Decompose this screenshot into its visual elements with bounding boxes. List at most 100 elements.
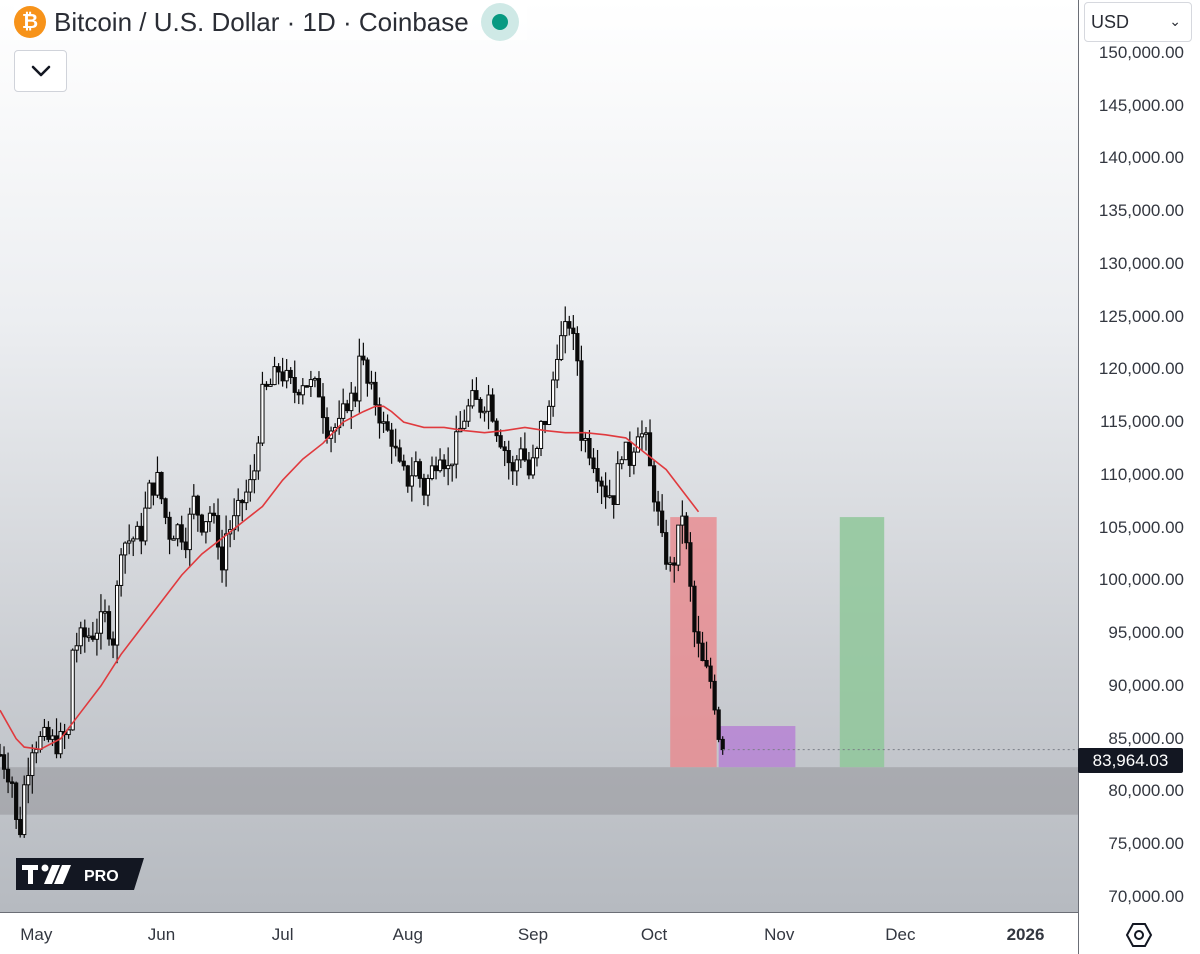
time-tick-label: May xyxy=(20,925,53,944)
candle xyxy=(704,641,709,669)
candle xyxy=(159,471,164,505)
candle-body xyxy=(486,394,491,412)
candle-body xyxy=(345,403,350,412)
time-tick-label: Nov xyxy=(764,925,795,944)
time-axis[interactable]: May Jun Jul Aug Sep Oct Nov Dec 2026 xyxy=(0,912,1078,954)
candle xyxy=(215,498,221,560)
candle-body xyxy=(167,516,172,540)
candle xyxy=(369,370,374,390)
candle xyxy=(551,371,556,417)
candle-body xyxy=(236,499,241,517)
candle xyxy=(199,513,204,536)
candle xyxy=(256,436,261,480)
candle-body xyxy=(119,554,124,586)
candle xyxy=(187,507,192,568)
candle xyxy=(1,746,7,779)
candle-body xyxy=(58,731,63,755)
price-axis[interactable]: 150,000.00 145,000.00 140,000.00 135,000.00… xyxy=(1078,0,1200,954)
candle xyxy=(462,409,467,430)
candle-body xyxy=(385,421,390,431)
candle-body xyxy=(38,735,43,750)
candle xyxy=(70,648,75,731)
candle xyxy=(54,718,59,759)
candle xyxy=(26,757,31,804)
candle xyxy=(555,344,560,389)
candle-body xyxy=(46,726,51,740)
candle-body xyxy=(498,435,503,448)
candle xyxy=(676,524,681,572)
candle xyxy=(223,515,229,587)
chart-plot-area[interactable] xyxy=(0,0,1078,912)
time-tick-label: 2026 xyxy=(1006,925,1045,944)
symbol-legend[interactable]: ₿ Bitcoin / U.S. Dollar · 1D · Coinbase xyxy=(14,3,527,41)
candle-body xyxy=(22,784,27,836)
candle-body xyxy=(401,460,406,467)
candle-body xyxy=(135,525,140,540)
price-tick-label: 80,000.00 xyxy=(1108,781,1184,801)
candle-body xyxy=(223,533,229,571)
candle xyxy=(470,379,475,409)
price-tick-label: 125,000.00 xyxy=(1098,306,1184,326)
candle-body xyxy=(607,495,612,498)
candle xyxy=(421,473,427,506)
candle xyxy=(579,345,584,452)
candle xyxy=(316,371,322,398)
candle-body xyxy=(26,775,31,786)
time-tick-label: Oct xyxy=(640,925,668,944)
candle-body xyxy=(478,398,483,413)
candle xyxy=(684,512,689,550)
candle xyxy=(90,621,95,642)
candle xyxy=(567,315,572,336)
candle-body xyxy=(619,459,624,465)
currency-select[interactable]: USD ⌄ xyxy=(1084,2,1192,42)
candle xyxy=(534,446,540,467)
market-status-icon[interactable] xyxy=(480,3,519,41)
candle-body xyxy=(579,360,584,441)
price-tick-label: 120,000.00 xyxy=(1098,359,1184,379)
symbol-title[interactable]: Bitcoin / U.S. Dollar · 1D · Coinbase xyxy=(54,6,469,37)
candle xyxy=(260,371,265,447)
time-tick-label: Jul xyxy=(271,925,294,944)
candle xyxy=(466,398,471,427)
candle-body xyxy=(490,394,495,422)
tradingview-pro-logo[interactable]: PRO xyxy=(16,858,144,890)
candle-body xyxy=(393,445,398,449)
candle-body xyxy=(587,437,592,459)
candle-body xyxy=(268,384,273,387)
candle-body xyxy=(10,781,15,784)
candle xyxy=(292,360,297,404)
candle xyxy=(409,457,414,502)
candle xyxy=(119,548,124,597)
candle-body xyxy=(90,635,95,640)
candle-body xyxy=(643,432,649,435)
candle-body xyxy=(30,752,35,777)
candle-body xyxy=(203,521,209,533)
candle xyxy=(538,420,544,457)
candle-body xyxy=(559,335,564,360)
price-tick-label: 110,000.00 xyxy=(1100,464,1184,484)
candle-body xyxy=(482,410,487,414)
hexagon-settings-icon[interactable] xyxy=(1124,920,1154,950)
candle-body xyxy=(546,405,552,425)
candle xyxy=(98,594,104,650)
price-chart[interactable] xyxy=(0,0,1078,912)
candle-body xyxy=(538,420,544,449)
candle xyxy=(110,631,116,659)
candle xyxy=(240,499,245,522)
candle-body xyxy=(442,459,447,470)
candle xyxy=(147,479,152,509)
candle xyxy=(494,418,499,442)
candle xyxy=(668,556,673,572)
price-tick-label: 140,000.00 xyxy=(1098,148,1184,168)
candle xyxy=(680,500,685,544)
price-tick-label: 130,000.00 xyxy=(1098,253,1184,273)
collapse-legend-button[interactable] xyxy=(14,50,67,92)
candle-body xyxy=(635,436,641,453)
candle xyxy=(433,456,439,480)
candle-body xyxy=(110,638,116,646)
candle-body xyxy=(454,431,459,465)
price-tick-label: 135,000.00 xyxy=(1098,201,1184,221)
candle-body xyxy=(312,378,318,381)
candle-body xyxy=(534,447,540,459)
candle-body xyxy=(417,461,422,479)
